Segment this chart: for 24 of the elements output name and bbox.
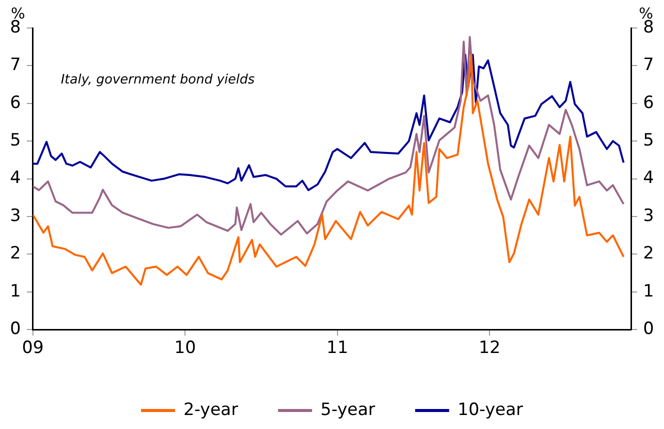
annotation: Italy, government bond yields bbox=[60, 72, 255, 88]
legend-label: 2-year bbox=[183, 400, 238, 420]
y-tick-label: 7 bbox=[10, 55, 21, 76]
y-tick-label: 5 bbox=[10, 130, 21, 151]
legend-label: 5-year bbox=[320, 400, 376, 420]
y-tick-label: 1 bbox=[10, 281, 21, 302]
y2-tick-label: 5 bbox=[643, 130, 654, 151]
y2-tick-label: 6 bbox=[643, 92, 654, 113]
y2-tick-label: 1 bbox=[643, 281, 654, 302]
y-tick-label: 4 bbox=[10, 168, 21, 188]
y2-tick-label: 0 bbox=[643, 319, 654, 340]
y-tick-label: 6 bbox=[10, 92, 21, 113]
x-tick-label: 10 bbox=[174, 338, 196, 358]
y2-tick-label: 4 bbox=[643, 168, 654, 188]
y-tick-label: 0 bbox=[10, 319, 21, 340]
y2-tick-label: 7 bbox=[643, 55, 654, 76]
y2-tick-label: 2 bbox=[643, 244, 654, 264]
x-tick-label: 09 bbox=[22, 338, 44, 358]
x-tick-label: 11 bbox=[326, 338, 348, 358]
legend-label: 10-year bbox=[458, 400, 524, 420]
y-tick-label: 2 bbox=[10, 244, 21, 264]
y2-tick-label: 3 bbox=[643, 206, 654, 226]
y-tick-label: 3 bbox=[10, 206, 21, 226]
x-tick-label: 12 bbox=[478, 338, 500, 358]
